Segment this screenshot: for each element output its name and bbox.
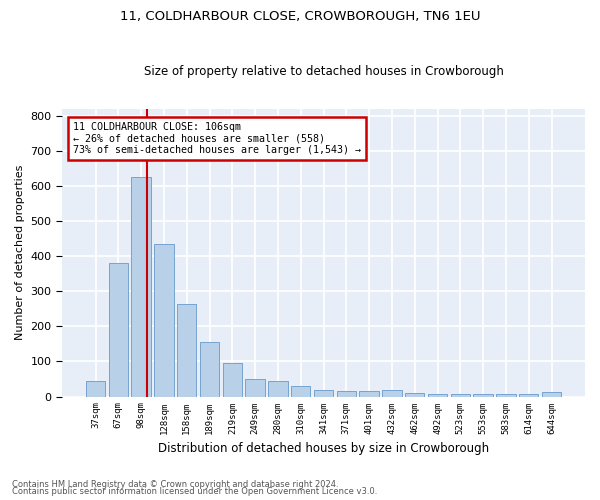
Text: Contains public sector information licensed under the Open Government Licence v3: Contains public sector information licen… [12, 487, 377, 496]
Bar [382, 390, 401, 396]
Bar [245, 379, 265, 396]
X-axis label: Distribution of detached houses by size in Crowborough: Distribution of detached houses by size … [158, 442, 489, 455]
Bar [337, 392, 356, 396]
Bar [177, 304, 196, 396]
Bar [268, 381, 287, 396]
Bar [131, 178, 151, 396]
Bar [473, 394, 493, 396]
Bar [359, 392, 379, 396]
Bar [86, 382, 105, 396]
Bar [519, 394, 538, 396]
Text: 11, COLDHARBOUR CLOSE, CROWBOROUGH, TN6 1EU: 11, COLDHARBOUR CLOSE, CROWBOROUGH, TN6 … [120, 10, 480, 23]
Title: Size of property relative to detached houses in Crowborough: Size of property relative to detached ho… [143, 66, 503, 78]
Bar [109, 263, 128, 396]
Bar [154, 244, 173, 396]
Y-axis label: Number of detached properties: Number of detached properties [15, 165, 25, 340]
Bar [200, 342, 219, 396]
Bar [405, 393, 424, 396]
Text: 11 COLDHARBOUR CLOSE: 106sqm
← 26% of detached houses are smaller (558)
73% of s: 11 COLDHARBOUR CLOSE: 106sqm ← 26% of de… [73, 122, 361, 155]
Bar [223, 362, 242, 396]
Bar [291, 386, 310, 396]
Bar [428, 394, 447, 396]
Bar [542, 392, 561, 396]
Bar [451, 394, 470, 396]
Text: Contains HM Land Registry data © Crown copyright and database right 2024.: Contains HM Land Registry data © Crown c… [12, 480, 338, 489]
Bar [314, 390, 333, 396]
Bar [496, 394, 515, 396]
